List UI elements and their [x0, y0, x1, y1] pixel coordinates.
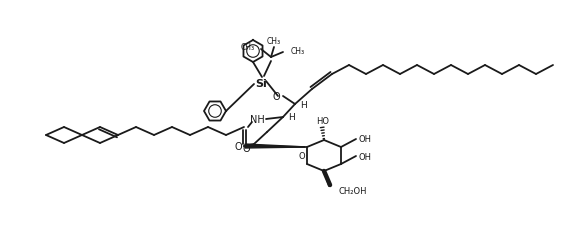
Polygon shape [245, 144, 307, 148]
Text: CH₂OH: CH₂OH [339, 187, 367, 196]
Text: H: H [301, 100, 307, 109]
Text: O: O [299, 151, 305, 160]
Text: OH: OH [359, 152, 372, 161]
Text: O: O [234, 141, 242, 151]
Text: CH₃: CH₃ [241, 42, 255, 51]
Text: OH: OH [359, 135, 372, 144]
Text: H: H [289, 112, 295, 121]
Text: Si: Si [255, 79, 267, 89]
Text: O: O [272, 92, 280, 101]
Text: O: O [242, 143, 250, 153]
Text: NH: NH [250, 114, 264, 124]
Text: HO: HO [316, 117, 329, 126]
Text: CH₃: CH₃ [291, 46, 305, 55]
Text: CH₃: CH₃ [267, 37, 281, 46]
